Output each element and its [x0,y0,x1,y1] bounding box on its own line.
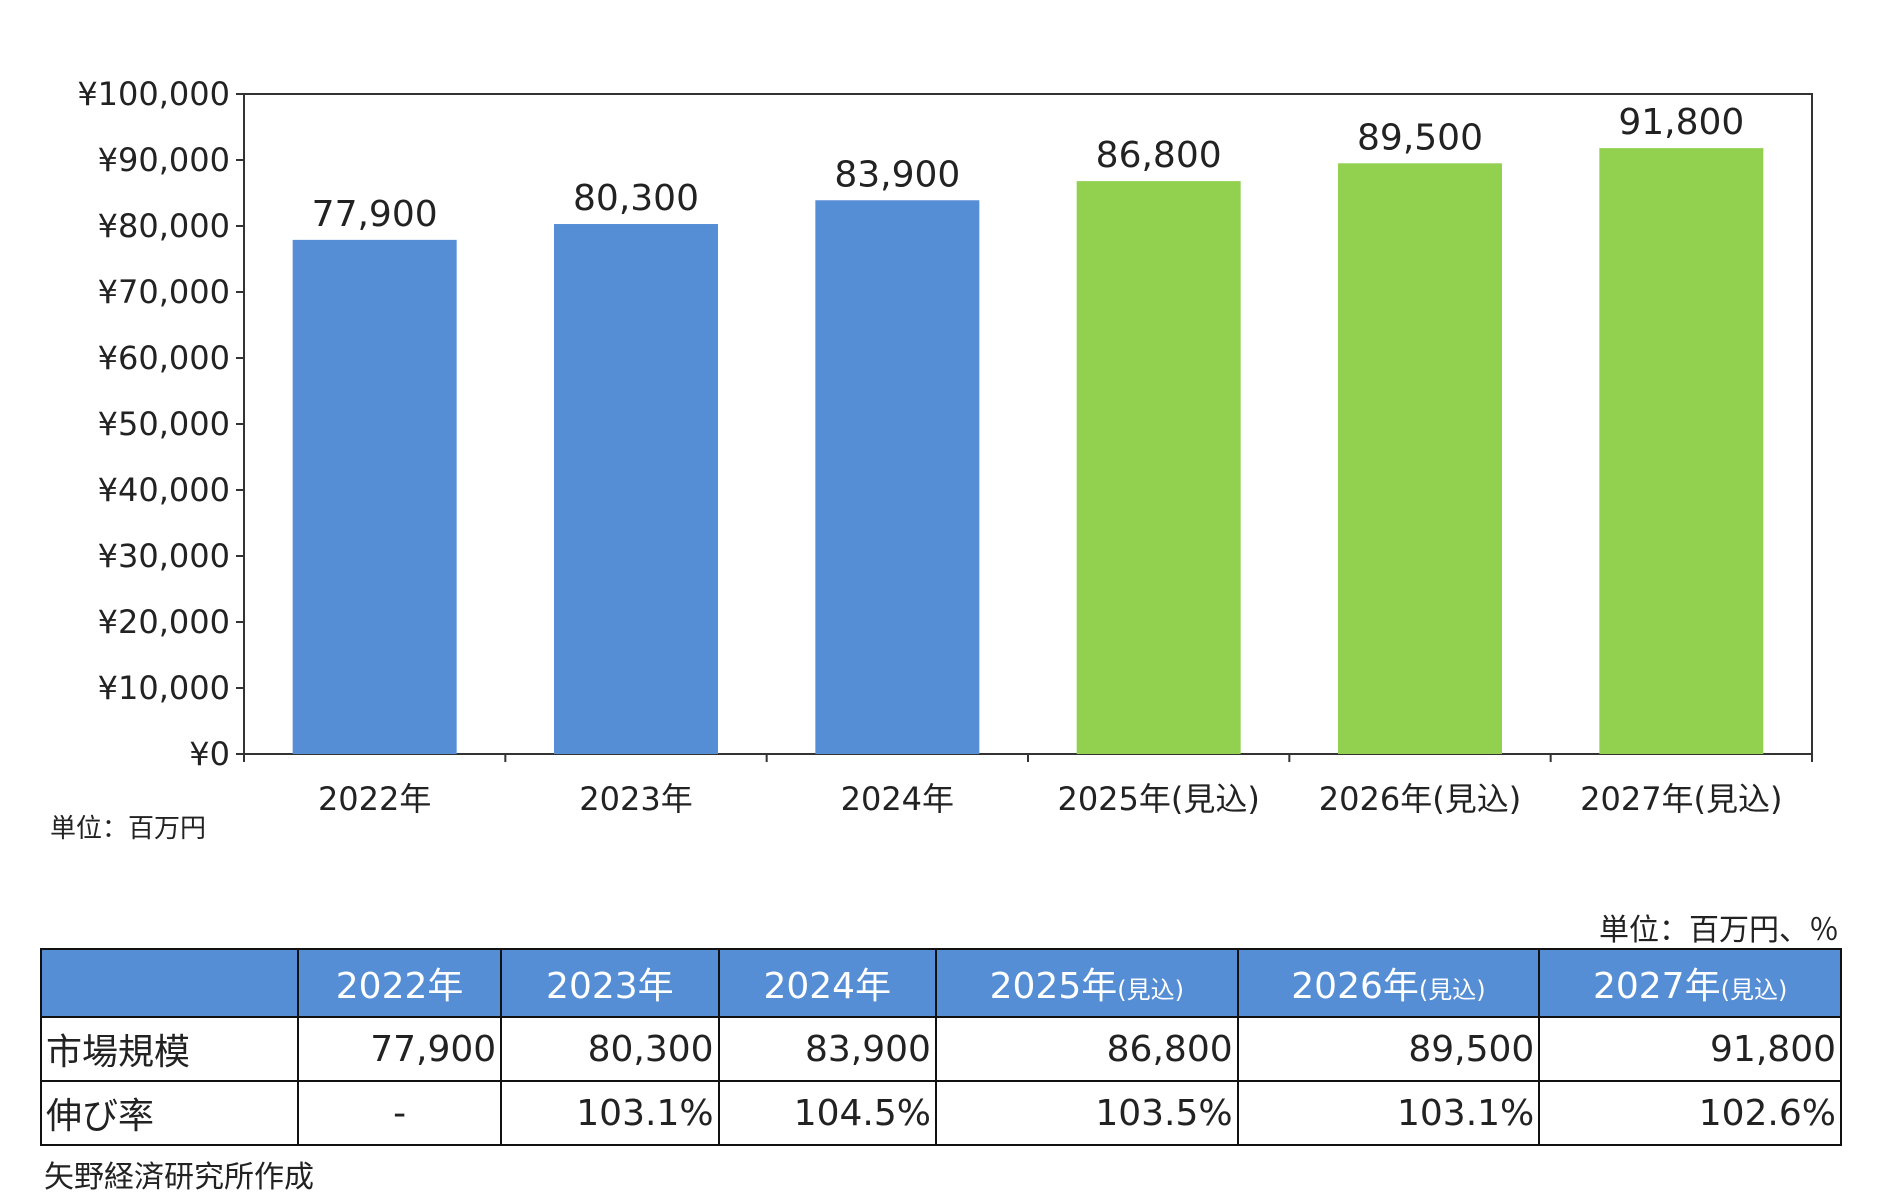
y-tick-label: ¥50,000 [98,405,230,443]
table-row: 市場規模 77,900 80,300 83,900 86,800 89,500 … [40,1016,1842,1082]
data-label: 89,500 [1357,117,1483,158]
table-cell: 102.6% [1538,1080,1842,1146]
bar-chart: ¥0 ¥10,000 ¥20,000 ¥30,000 ¥40,000 ¥50,000 ¥60… [77,75,1813,818]
y-tick-label: ¥0 [189,735,230,773]
table-header-cell: 2022年 [296,948,503,1018]
bar [554,224,718,754]
y-tick-label: ¥60,000 [98,339,230,377]
y-tick-label: ¥70,000 [98,273,230,311]
table-cell: 103.5% [934,1080,1239,1146]
table-header-cell: 2023年 [500,948,720,1018]
table-cell: 91,800 [1538,1016,1842,1082]
bar [815,200,980,754]
row-label: 市場規模 [40,1016,299,1082]
bar [1076,181,1241,754]
y-tick-label: ¥30,000 [98,537,230,575]
table-cell: 103.1% [500,1080,720,1146]
bar [1338,163,1502,755]
data-label: 77,900 [312,194,438,235]
data-label: 80,300 [573,178,699,219]
table-cell: 104.5% [717,1080,937,1146]
table-cell: 103.1% [1236,1080,1541,1146]
x-tick-label: 2027年(見込) [1580,780,1782,818]
table-unit-label: 単位：百万円、％ [1599,913,1839,948]
source-note: 矢野経済研究所作成 [44,1160,314,1195]
table-cell: 83,900 [717,1016,937,1082]
y-tick-label: ¥10,000 [98,669,230,707]
table-header-corner [40,948,299,1018]
table-header-cell: 2027年(見込) [1538,948,1842,1018]
data-label: 86,800 [1096,135,1222,176]
table-cell: - [296,1080,503,1146]
data-label: 91,800 [1618,102,1744,143]
y-tick-label: ¥80,000 [98,207,230,245]
chart-unit-label: 単位：百万円 [50,814,207,844]
table-cell: 80,300 [500,1016,720,1082]
row-label: 伸び率 [40,1080,299,1146]
y-tick-label: ¥20,000 [98,603,230,641]
table-row: 伸び率 - 103.1% 104.5% 103.5% 103.1% 102.6% [40,1080,1842,1146]
x-tick-label: 2024年 [841,780,954,818]
x-tick-label: 2022年 [318,780,431,818]
table-cell: 86,800 [934,1016,1239,1082]
x-tick-label: 2023年 [579,780,692,818]
y-tick-label: ¥100,000 [77,75,230,113]
y-tick-label: ¥40,000 [98,471,230,509]
plot-frame [243,93,1813,755]
table-header-cell: 2026年(見込) [1236,948,1541,1018]
table-cell: 77,900 [296,1016,503,1082]
table-header-row: 2022年 2023年 2024年 2025年(見込) 2026年(見込) 20… [40,948,1842,1018]
table-header-cell: 2024年 [717,948,937,1018]
x-tick-label: 2025年(見込) [1057,780,1259,818]
data-label: 83,900 [834,154,960,195]
x-tick-label: 2026年(見込) [1319,780,1521,818]
table-cell: 89,500 [1236,1016,1541,1082]
bar [292,239,457,755]
data-table: 2022年 2023年 2024年 2025年(見込) 2026年(見込) 20… [40,948,1842,1146]
bar [1599,148,1764,754]
y-tick-label: ¥90,000 [98,141,230,179]
table-header-cell: 2025年(見込) [934,948,1239,1018]
